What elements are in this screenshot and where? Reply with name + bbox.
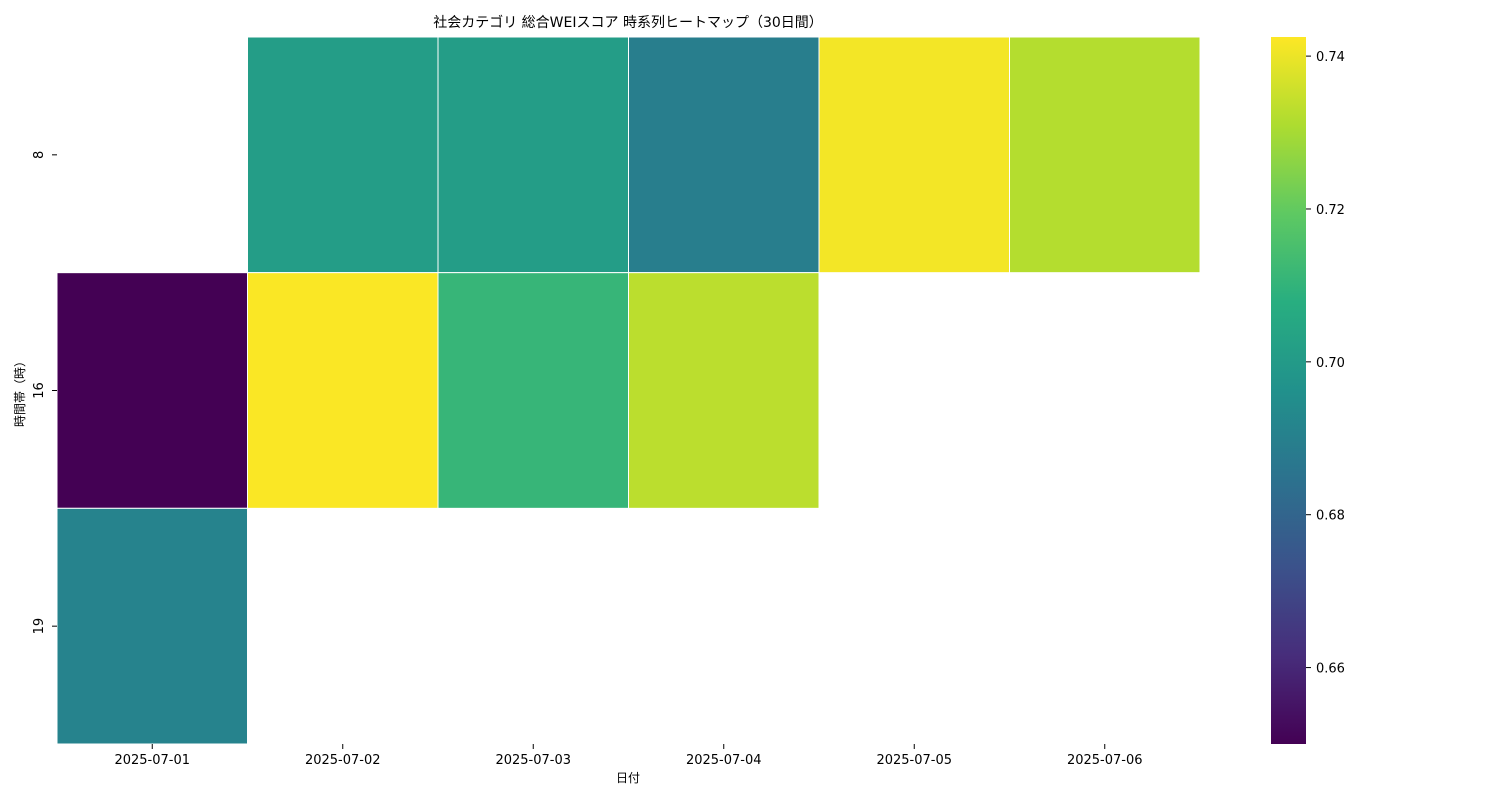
heatmap-cell-8-2025-07-04	[628, 36, 820, 274]
colorbar-tick-label: 0.66	[1316, 662, 1345, 677]
heatmap-cell-8-2025-07-06	[1009, 36, 1201, 274]
x-axis-label: 日付	[616, 771, 640, 785]
colorbar-tick-label: 0.72	[1316, 203, 1345, 218]
x-tick-label: 2025-07-03	[495, 753, 571, 768]
colorbar-gradient	[1271, 37, 1306, 744]
heatmap-cell-16-2025-07-01	[56, 272, 248, 509]
heatmap-cell-16-2025-07-02	[247, 272, 439, 509]
heatmap-cell-16-2025-07-03	[437, 272, 629, 509]
x-axis-ticks: 2025-07-01 2025-07-02 2025-07-03 2025-07-04…	[114, 744, 1143, 768]
x-tick-label: 2025-07-05	[876, 753, 952, 768]
heatmap-cell-8-2025-07-05	[818, 36, 1010, 274]
colorbar-tick-label: 0.70	[1316, 356, 1345, 371]
x-tick-label: 2025-07-01	[114, 753, 190, 768]
x-tick-label: 2025-07-04	[686, 753, 762, 768]
chart-title: 社会カテゴリ 総合WEIスコア 時系列ヒートマップ（30日間）	[433, 14, 823, 31]
y-tick-label: 16	[32, 382, 47, 399]
y-tick-label: 8	[32, 151, 47, 159]
heatmap-cell-16-2025-07-04	[628, 272, 820, 509]
heatmap-cells	[56, 36, 1201, 745]
y-axis-label: 時間帯（時）	[13, 355, 27, 427]
heatmap-cell-8-2025-07-02	[247, 36, 439, 274]
colorbar-tick-label: 0.74	[1316, 50, 1345, 65]
heatmap-cell-8-2025-07-03	[437, 36, 629, 274]
x-tick-label: 2025-07-06	[1067, 753, 1143, 768]
heatmap-cell-19-2025-07-01	[56, 507, 248, 745]
colorbar-tick-label: 0.68	[1316, 509, 1345, 524]
colorbar: 0.66 0.68 0.70 0.72 0.74	[1271, 37, 1345, 744]
y-tick-label: 19	[32, 618, 47, 635]
y-axis-ticks: 8 16 19	[32, 151, 57, 635]
x-tick-label: 2025-07-02	[305, 753, 381, 768]
